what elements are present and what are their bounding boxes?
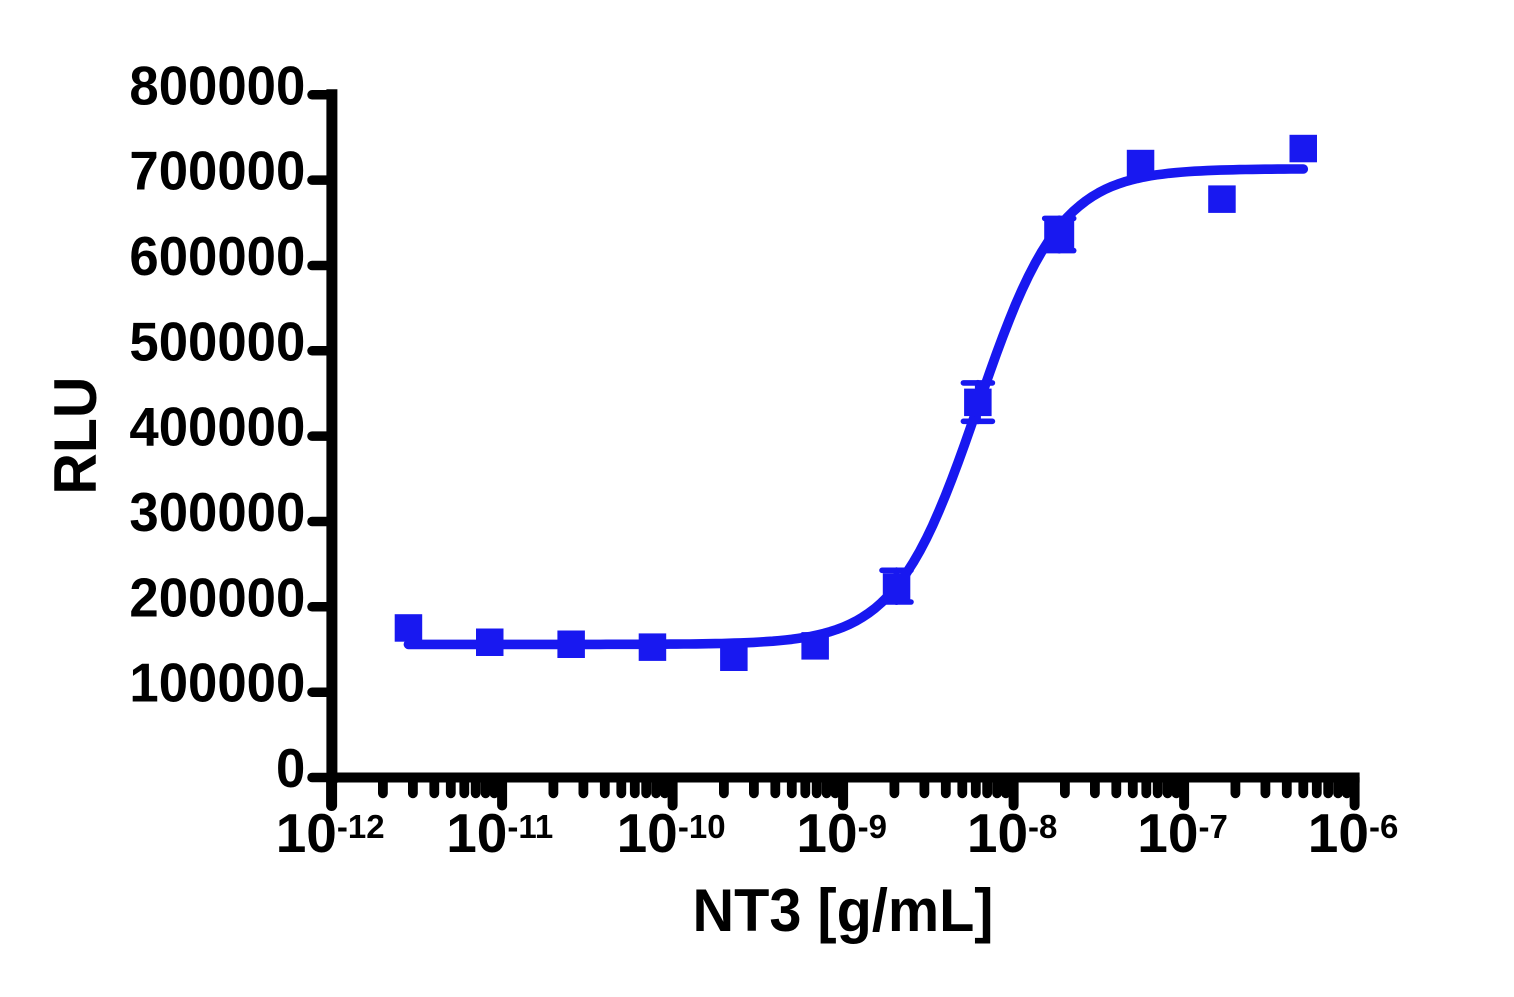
- svg-text:10: 10: [967, 802, 1028, 864]
- svg-text:200000: 200000: [129, 566, 305, 628]
- svg-text:-10: -10: [678, 808, 726, 845]
- svg-text:-6: -6: [1369, 808, 1398, 845]
- svg-text:700000: 700000: [129, 140, 305, 202]
- svg-text:600000: 600000: [129, 225, 305, 287]
- svg-text:-8: -8: [1028, 808, 1057, 845]
- svg-text:300000: 300000: [129, 481, 305, 543]
- svg-text:-9: -9: [858, 808, 887, 845]
- svg-text:10: 10: [1308, 802, 1369, 864]
- svg-text:10: 10: [446, 802, 507, 864]
- svg-text:-12: -12: [337, 808, 385, 845]
- svg-text:100000: 100000: [129, 652, 305, 714]
- svg-text:10: 10: [617, 802, 678, 864]
- svg-text:NT3 [g/mL]: NT3 [g/mL]: [693, 877, 994, 944]
- svg-text:500000: 500000: [129, 310, 305, 372]
- svg-text:RLU: RLU: [42, 377, 109, 495]
- svg-text:10: 10: [276, 802, 337, 864]
- svg-text:10: 10: [1137, 802, 1198, 864]
- svg-text:10: 10: [796, 802, 857, 864]
- svg-text:-11: -11: [507, 808, 553, 845]
- svg-text:400000: 400000: [129, 396, 305, 458]
- svg-text:800000: 800000: [129, 54, 305, 116]
- svg-text:0: 0: [276, 737, 305, 799]
- svg-text:-7: -7: [1199, 808, 1228, 845]
